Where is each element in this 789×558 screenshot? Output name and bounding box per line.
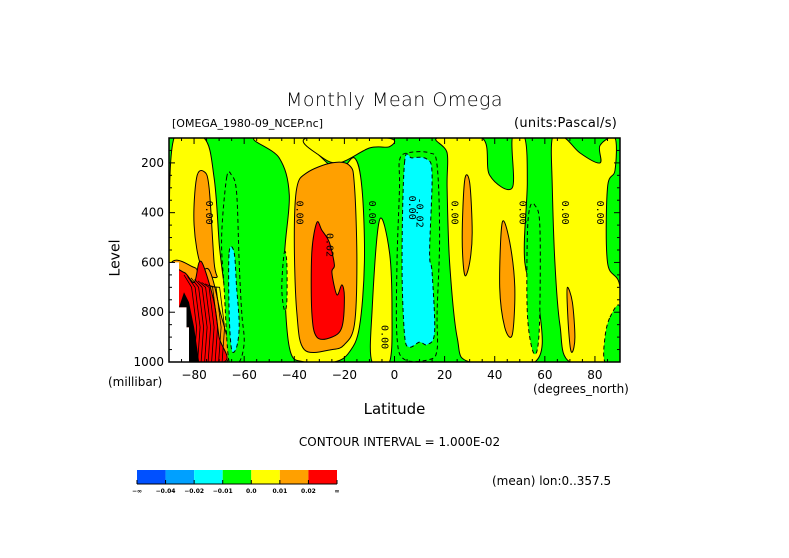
x-tick-label: 0 — [391, 368, 399, 382]
contour-label: -0.02 — [414, 198, 425, 228]
polar-contour-line — [197, 280, 212, 362]
contour-region-15 — [281, 250, 288, 312]
contour-label: 0.00 — [366, 201, 377, 225]
colorbar-swatch-6 — [308, 470, 337, 484]
contour-label: 0.00 — [449, 201, 460, 225]
x-tick-label: −60 — [232, 368, 257, 382]
x-tick-label: −40 — [282, 368, 307, 382]
missing-data-regions — [169, 262, 200, 362]
colorbar: −∞ −0.04 −0.02 −0.01 0.0 0.01 0.02 ∞ — [132, 470, 340, 495]
contour-region-6 — [193, 169, 218, 279]
contour-region-3 — [369, 217, 393, 362]
contour-label: 0.00 — [203, 201, 214, 225]
contour-label: 0.00 — [293, 201, 304, 225]
contour-region-9 — [461, 174, 473, 277]
colorbar-label: −0.01 — [213, 488, 233, 495]
chart-title: Monthly Mean Omega — [285, 89, 504, 111]
contour-label: 0.00 — [594, 201, 605, 225]
x-axis-unit: (degrees_north) — [533, 382, 629, 396]
polar-contour-line — [208, 284, 222, 362]
missing-region-1 — [179, 292, 200, 362]
contour-interval-text: CONTOUR INTERVAL = 1.000E-02 — [298, 435, 501, 449]
contour-region-19 — [228, 246, 240, 353]
y-tick-label: 800 — [141, 305, 164, 319]
averaging-info: (mean) lon:0..357.5 — [492, 474, 612, 488]
polar-contour-line — [194, 279, 208, 362]
background-fill — [169, 138, 620, 362]
x-tick-label: 60 — [537, 368, 552, 382]
polar-contour-line — [190, 277, 205, 362]
contour-labels: 0.00 0.00 0.000.020.000.00-0.02 0.00 0.00 0.0… — [203, 196, 605, 350]
missing-region-0 — [169, 262, 189, 362]
x-tick-label: −80 — [181, 368, 206, 382]
units-label: (units:Pascal/s) — [514, 116, 618, 131]
x-tick-label: 20 — [437, 368, 452, 382]
y-tick-label: 200 — [141, 156, 164, 170]
colorbar-label: 0.01 — [272, 488, 287, 495]
polar-contour-line — [187, 276, 201, 362]
colorbar-swatch-4 — [251, 470, 280, 484]
colorbar-label: ∞ — [335, 488, 340, 495]
axes: −80 −60 −40 −20 0 20 40 60 80 200 400 600 800 1000 — [133, 137, 621, 382]
contour-label: 0.00 — [378, 325, 389, 349]
contour-label: 0.02 — [323, 233, 334, 257]
x-tick-label: 40 — [487, 368, 502, 382]
y-tick-label: 600 — [141, 255, 164, 269]
contour-region-13 — [310, 221, 345, 340]
contour-label: 0.00 — [516, 201, 527, 225]
plot-area: 0.00 0.00 0.000.020.000.00-0.02 0.00 0.00 0.0… — [169, 138, 620, 362]
contour-label: 0.00 — [406, 196, 417, 220]
contour-region-10 — [499, 220, 516, 338]
contour-region-11 — [566, 286, 576, 353]
x-tick-label: −20 — [332, 368, 357, 382]
contour-region-17 — [526, 202, 541, 355]
colorbar-label: 0.0 — [246, 488, 257, 495]
colorbar-label: 0.02 — [301, 488, 316, 495]
y-tick-label: 400 — [141, 206, 164, 220]
contour-region-20 — [401, 153, 436, 348]
polar-contour-line — [201, 282, 215, 362]
colorbar-label: −0.02 — [184, 488, 204, 495]
colorbar-label: −0.04 — [156, 488, 176, 495]
y-axis-unit: (millibar) — [108, 375, 163, 389]
colorbar-swatch-3 — [222, 470, 252, 484]
x-axis-title: Latitude — [363, 400, 426, 418]
polar-contour-line — [212, 286, 226, 362]
colorbar-label: −∞ — [132, 488, 142, 495]
y-tick-label: 1000 — [133, 355, 164, 369]
x-tick-label: 80 — [587, 368, 602, 382]
colorbar-swatch-0 — [137, 470, 166, 484]
colorbar-swatch-1 — [165, 470, 195, 484]
contour-region-2 — [302, 138, 396, 164]
colorbar-swatch-2 — [194, 470, 223, 484]
contour-label: 0.00 — [559, 201, 570, 225]
colorbar-swatch-5 — [279, 470, 309, 484]
dataset-filename: [OMEGA_1980-09_NCEP.nc] — [172, 117, 323, 130]
